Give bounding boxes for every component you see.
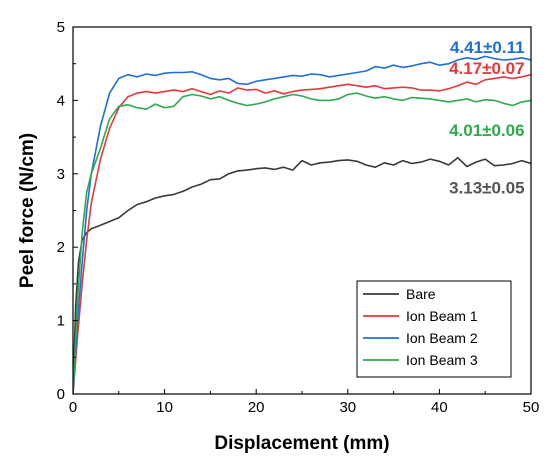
x-tick-label: 0	[69, 399, 77, 416]
x-tick-label: 10	[156, 399, 173, 416]
y-tick-label: 1	[57, 313, 65, 330]
series-line-2	[73, 73, 531, 394]
value-annotation: 4.41±0.11	[450, 38, 525, 57]
annotations: 4.41±0.11 4.17±0.07 4.01±0.06 3.13±0.05	[449, 38, 525, 198]
legend-label: Ion Beam 3	[406, 352, 478, 368]
series-line-3	[73, 55, 531, 394]
y-tick-label: 5	[57, 19, 65, 36]
x-axis-title: Displacement (mm)	[214, 433, 389, 454]
series-layer	[73, 55, 531, 394]
legend-box	[356, 280, 512, 378]
value-annotation: 4.01±0.06	[449, 121, 525, 140]
y-tick-label: 2	[57, 239, 65, 256]
series-line-4	[73, 92, 531, 394]
x-tick-label: 40	[431, 399, 448, 416]
value-annotation: 3.13±0.05	[449, 179, 525, 198]
y-tick-label: 3	[57, 166, 65, 183]
value-annotation: 4.17±0.07	[449, 59, 525, 78]
y-axis-title: Peel force (N/cm)	[17, 133, 38, 288]
legend-label: Bare	[406, 286, 436, 302]
legend-label: Ion Beam 2	[406, 330, 478, 346]
x-tick-label: 50	[523, 399, 540, 416]
legend: Bare Ion Beam 1 Ion Beam 2 Ion Beam 3	[356, 280, 512, 378]
legend-label: Ion Beam 1	[406, 308, 478, 324]
ticks-layer: 0 10 20 30 40 50 0 1 2 3 4 5	[57, 19, 540, 416]
x-tick-label: 30	[339, 399, 356, 416]
x-tick-label: 20	[248, 399, 265, 416]
y-tick-label: 0	[57, 386, 65, 403]
series-line-1	[73, 156, 531, 394]
y-tick-label: 4	[57, 92, 65, 109]
